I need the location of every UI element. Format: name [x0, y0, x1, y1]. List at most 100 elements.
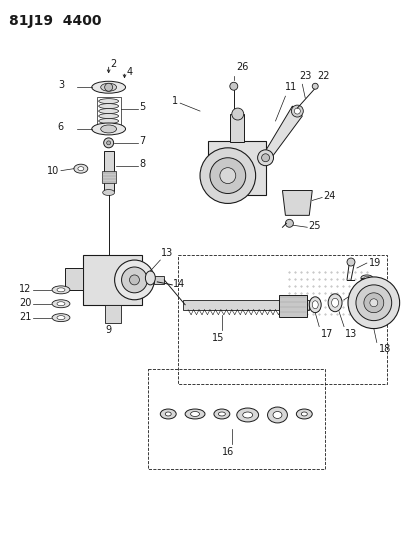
- Text: 3: 3: [58, 80, 64, 90]
- Circle shape: [200, 148, 255, 204]
- Ellipse shape: [242, 412, 252, 418]
- Ellipse shape: [57, 302, 65, 306]
- Ellipse shape: [92, 81, 125, 93]
- Ellipse shape: [145, 271, 155, 285]
- Ellipse shape: [363, 277, 369, 279]
- Ellipse shape: [190, 411, 199, 416]
- Text: 11: 11: [285, 82, 297, 92]
- Circle shape: [231, 108, 243, 120]
- Text: 13: 13: [344, 328, 356, 338]
- Ellipse shape: [267, 407, 287, 423]
- Bar: [83, 255, 142, 305]
- Circle shape: [220, 168, 235, 183]
- Text: 8: 8: [139, 159, 145, 169]
- Circle shape: [346, 258, 354, 266]
- Circle shape: [347, 277, 399, 328]
- Ellipse shape: [52, 314, 70, 321]
- Bar: [65, 268, 83, 290]
- Ellipse shape: [98, 114, 118, 118]
- Text: 81J19  4400: 81J19 4400: [9, 14, 102, 28]
- Text: 1: 1: [172, 96, 178, 106]
- Bar: [183, 300, 309, 310]
- Ellipse shape: [98, 118, 118, 124]
- Ellipse shape: [236, 408, 258, 422]
- Text: 17: 17: [320, 328, 333, 338]
- Text: 14: 14: [359, 278, 371, 288]
- Ellipse shape: [331, 298, 338, 307]
- Polygon shape: [265, 106, 302, 166]
- Ellipse shape: [327, 294, 341, 312]
- Ellipse shape: [57, 288, 65, 292]
- Text: 15: 15: [211, 333, 224, 343]
- Text: 9: 9: [105, 325, 111, 335]
- Bar: [178, 255, 386, 384]
- Circle shape: [261, 154, 269, 161]
- Ellipse shape: [98, 109, 118, 114]
- Bar: [154, 276, 164, 284]
- Circle shape: [363, 293, 383, 313]
- Text: 22: 22: [316, 71, 329, 81]
- Circle shape: [209, 158, 245, 193]
- Text: 21: 21: [19, 312, 31, 321]
- Text: 4: 4: [126, 67, 132, 77]
- Bar: [148, 369, 324, 469]
- Ellipse shape: [78, 167, 83, 171]
- Ellipse shape: [74, 164, 87, 173]
- Bar: [101, 171, 115, 183]
- Circle shape: [355, 285, 391, 321]
- Text: 2: 2: [111, 59, 117, 69]
- Text: 19: 19: [368, 258, 380, 268]
- Text: 6: 6: [58, 122, 64, 132]
- Bar: [103, 151, 113, 190]
- Circle shape: [369, 299, 377, 306]
- Circle shape: [294, 108, 300, 114]
- Circle shape: [311, 83, 318, 89]
- Bar: [229, 114, 243, 142]
- Ellipse shape: [309, 297, 320, 313]
- Ellipse shape: [52, 286, 70, 294]
- Text: 20: 20: [19, 298, 31, 308]
- Ellipse shape: [57, 316, 65, 320]
- Ellipse shape: [213, 409, 229, 419]
- Ellipse shape: [100, 83, 116, 91]
- Bar: [104, 305, 120, 322]
- Text: 24: 24: [322, 191, 335, 201]
- Circle shape: [103, 138, 113, 148]
- Text: 14: 14: [173, 279, 185, 289]
- Ellipse shape: [301, 412, 307, 416]
- Ellipse shape: [311, 301, 318, 309]
- Bar: [96, 97, 120, 125]
- Bar: [207, 141, 265, 196]
- Circle shape: [129, 275, 139, 285]
- Circle shape: [229, 82, 237, 90]
- Text: 13: 13: [161, 248, 173, 258]
- Text: 26: 26: [235, 62, 247, 72]
- Ellipse shape: [272, 411, 281, 418]
- Polygon shape: [282, 190, 311, 215]
- Circle shape: [121, 267, 147, 293]
- Text: 18: 18: [378, 344, 390, 354]
- Text: 12: 12: [19, 284, 31, 294]
- Circle shape: [114, 260, 154, 300]
- Circle shape: [285, 219, 293, 227]
- Text: 5: 5: [139, 102, 145, 112]
- Bar: [279, 295, 307, 317]
- Ellipse shape: [185, 409, 205, 419]
- Ellipse shape: [360, 275, 372, 281]
- Circle shape: [104, 83, 112, 91]
- Ellipse shape: [52, 300, 70, 308]
- Text: 25: 25: [307, 221, 320, 231]
- Ellipse shape: [160, 409, 176, 419]
- Circle shape: [257, 150, 273, 166]
- Ellipse shape: [165, 412, 171, 416]
- Ellipse shape: [296, 409, 311, 419]
- Text: 7: 7: [139, 136, 145, 146]
- Ellipse shape: [218, 412, 225, 416]
- Ellipse shape: [92, 123, 125, 135]
- Ellipse shape: [100, 125, 116, 133]
- Circle shape: [291, 105, 303, 117]
- Ellipse shape: [98, 99, 118, 103]
- Text: 23: 23: [298, 71, 311, 81]
- Circle shape: [107, 141, 111, 145]
- Text: 16: 16: [221, 447, 233, 457]
